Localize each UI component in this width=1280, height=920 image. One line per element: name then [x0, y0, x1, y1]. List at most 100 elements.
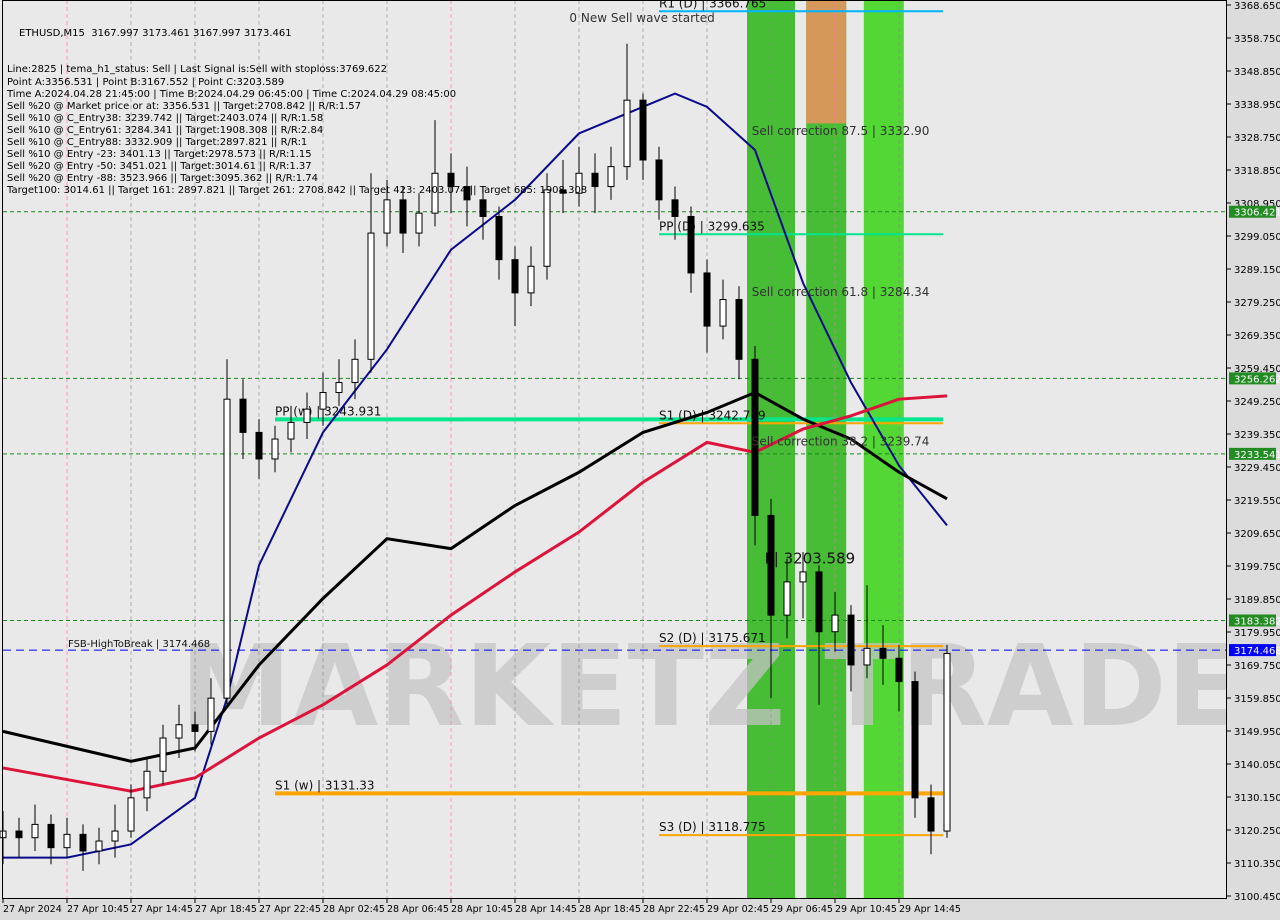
- info-line: Line:2825 | tema_h1_status: Sell | Last …: [7, 64, 387, 76]
- price-tick-label: 3149.950: [1234, 727, 1280, 738]
- price-tag-label: 3174.468: [1234, 646, 1280, 657]
- time-tick-label: 29 Apr 06:45: [771, 904, 833, 915]
- pivot-level-label: S2 (D) | 3175.671: [659, 631, 766, 645]
- candle-body: [655, 159, 663, 201]
- price-tick-label: 3289.150: [1234, 265, 1280, 276]
- price-tick-label: 3279.250: [1234, 298, 1280, 309]
- candle-body: [719, 299, 727, 327]
- candle-body: [799, 571, 807, 583]
- chart-annotation: Sell correction 38.2 | 3239.74: [752, 435, 930, 449]
- candle-body: [191, 724, 199, 732]
- time-tick-label: 27 Apr 10:45: [67, 904, 129, 915]
- candle-body: [815, 571, 823, 633]
- levels-layer: R1 (D) | 3366.765 PP (D) | 3299.635 PP (w)…: [3, 0, 1227, 837]
- pivot-level-label: PP (D) | 3299.635: [659, 219, 765, 233]
- pivot-level-label: R1 (D) | 3366.765: [659, 0, 766, 10]
- moving-average-line: [2, 390, 948, 763]
- candle-body: [847, 614, 855, 666]
- candle-body: [879, 647, 887, 659]
- candle-body: [639, 99, 647, 161]
- candle-body: [479, 199, 487, 217]
- price-tick-label: 3239.350: [1234, 430, 1280, 441]
- info-line: Target100: 3014.61 || Target 161: 2897.8…: [7, 185, 588, 197]
- chart-annotation: Sell correction 61.8 | 3284.34: [752, 285, 930, 299]
- candle-body: [767, 514, 775, 616]
- price-axis[interactable]: 3368.650 3358.750 3348.850 3338.950 3328.750…: [1227, 0, 1280, 920]
- price-tick-label: 3368.650: [1234, 1, 1280, 12]
- price-tag-label: 3183.382: [1234, 616, 1280, 627]
- price-tick-label: 3219.550: [1234, 496, 1280, 507]
- candle-body: [751, 358, 759, 516]
- signal-zone: [806, 0, 847, 899]
- price-tag: [1229, 372, 1276, 385]
- candle-body: [319, 392, 327, 410]
- candle-body: [335, 382, 343, 394]
- time-tick-label: 28 Apr 14:45: [515, 904, 577, 915]
- candle-body: [591, 172, 599, 188]
- candle-body: [15, 830, 23, 839]
- candle-body: [239, 398, 247, 433]
- candle-body: [671, 199, 679, 217]
- time-tick-label: 27 Apr 22:45: [259, 904, 321, 915]
- candle-body: [735, 299, 743, 360]
- candle-body: [911, 681, 919, 799]
- pivot-level-label: PP (w) | 3243.931: [275, 404, 381, 418]
- candles-layer: [0, 43, 951, 871]
- time-tick-label: 28 Apr 06:45: [387, 904, 449, 915]
- price-tick-label: 3348.850: [1234, 67, 1280, 78]
- candle-body: [47, 823, 55, 849]
- candle-body: [127, 797, 135, 832]
- moving-average-line: [2, 394, 948, 793]
- candle-body: [351, 358, 359, 384]
- candle-body: [895, 657, 903, 683]
- price-tick-label: 3299.050: [1234, 232, 1280, 243]
- time-tick-label: 28 Apr 10:45: [451, 904, 513, 915]
- price-tick-label: 3229.450: [1234, 463, 1280, 474]
- candle-body: [31, 823, 39, 839]
- candle-body: [143, 770, 151, 799]
- candle-body: [271, 438, 279, 460]
- price-tick-label: 3308.950: [1234, 199, 1280, 210]
- info-line: Sell %10 @ C_Entry61: 3284.341 || Target…: [7, 124, 324, 136]
- candle-body: [943, 652, 951, 832]
- candle-body: [79, 833, 87, 852]
- signal-zone-top: [806, 0, 847, 124]
- price-tick-label: 3159.850: [1234, 694, 1280, 705]
- candle-body: [399, 199, 407, 234]
- price-tick-label: 3209.650: [1234, 529, 1280, 540]
- candle-body: [431, 172, 439, 214]
- price-tag-label: 3256.262: [1234, 374, 1280, 385]
- candle-body: [463, 186, 471, 201]
- candle-body: [159, 737, 167, 772]
- price-tick-label: 3169.750: [1234, 661, 1280, 672]
- info-line: Sell %20 @ Entry -50: 3451.021 || Target…: [7, 161, 312, 173]
- price-tick-label: 3358.750: [1234, 34, 1280, 45]
- candle-body: [95, 840, 103, 852]
- time-tick-label: 29 Apr 14:45: [899, 904, 961, 915]
- candle-body: [223, 398, 231, 699]
- time-tick-label: 29 Apr 02:45: [707, 904, 769, 915]
- time-tick-label: 28 Apr 22:45: [643, 904, 705, 915]
- candle-body: [703, 272, 711, 327]
- candle-body: [383, 199, 391, 234]
- chart-annotation: 0 New Sell wave started: [569, 11, 714, 25]
- info-line: Sell %10 @ Entry -23: 3401.13 || Target:…: [7, 149, 312, 161]
- chart-annotation: I | 3203.589: [765, 550, 856, 568]
- time-axis[interactable]: 27 Apr 2024 27 Apr 10:45 27 Apr 14:45 27 Ap…: [2, 899, 961, 915]
- time-tick-label: 27 Apr 14:45: [131, 904, 193, 915]
- price-tick-label: 3328.750: [1234, 133, 1280, 144]
- candle-body: [575, 172, 583, 194]
- signal-zone: [863, 0, 904, 899]
- chart-annotation: Sell correction 87.5 | 3332.90: [752, 124, 930, 138]
- candle-body: [559, 189, 567, 194]
- pivot-level-label: S3 (D) | 3118.775: [659, 820, 766, 834]
- fsb-label: FSB-HighToBreak | 3174.468: [68, 639, 210, 650]
- candle-body: [63, 833, 71, 849]
- candle-body: [207, 697, 215, 732]
- price-tick-label: 3179.950: [1234, 628, 1280, 639]
- candle-body: [303, 408, 311, 423]
- info-line: Sell %10 @ C_Entry88: 3332.909 || Target…: [7, 137, 308, 149]
- price-tick-label: 3130.150: [1234, 793, 1280, 804]
- price-tick-label: 3269.350: [1234, 331, 1280, 342]
